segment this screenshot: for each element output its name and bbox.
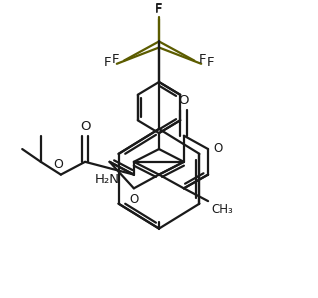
Text: O: O bbox=[213, 142, 223, 155]
Text: O: O bbox=[129, 193, 138, 207]
Text: F: F bbox=[155, 2, 163, 15]
Text: CH₃: CH₃ bbox=[211, 204, 233, 216]
Text: F: F bbox=[112, 53, 120, 66]
Text: F: F bbox=[206, 56, 214, 69]
Text: F: F bbox=[155, 3, 163, 16]
Text: H₂N: H₂N bbox=[94, 173, 119, 186]
Text: F: F bbox=[104, 56, 112, 69]
Text: O: O bbox=[80, 120, 90, 133]
Text: F: F bbox=[199, 53, 206, 66]
Text: O: O bbox=[179, 94, 189, 107]
Text: O: O bbox=[53, 158, 63, 171]
